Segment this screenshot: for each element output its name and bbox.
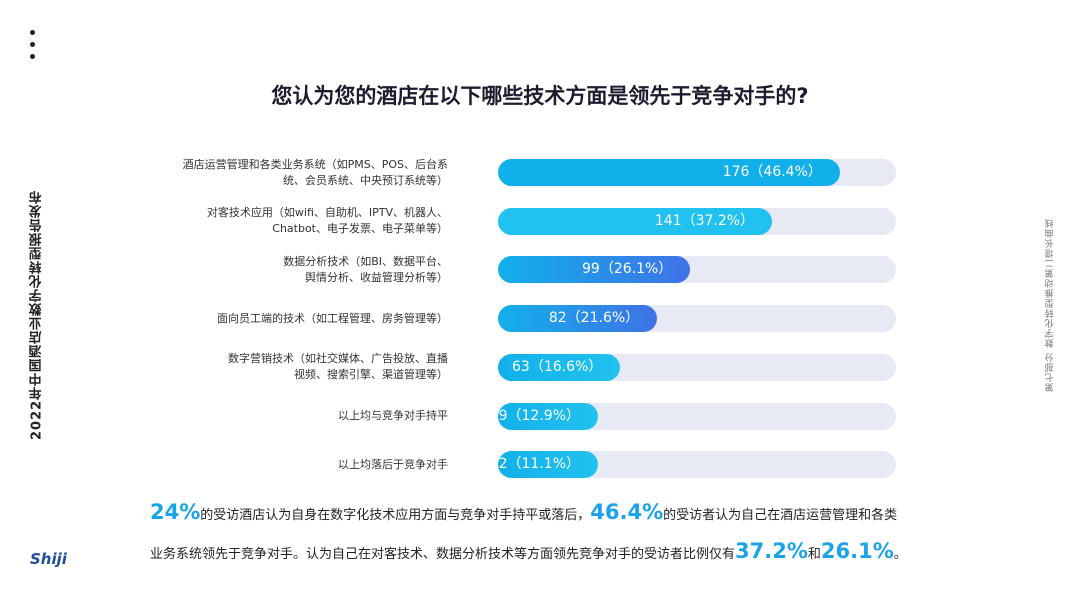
summary-line-1: 24%的受访酒店认为自身在数字化技术应用方面与竞争对手持平或落后，46.4%的受… [150, 500, 950, 524]
bar-track: 176（46.4%） [498, 159, 896, 186]
category-label: 对客技术应用（如wifi、自助机、IPTV、机器人、 Chatbot、电子发票、电… [160, 205, 448, 237]
category-label-line: 面向员工端的技术（如工程管理、房务管理等） [217, 311, 448, 325]
bar: 82（21.6%） [498, 305, 658, 333]
bar-track: 99（26.1%） [498, 256, 896, 284]
bar-value-label: 141（37.2%） [654, 212, 755, 229]
bar-value-label: 176（46.4%） [722, 164, 822, 180]
bar-value-label: 63（16.6%） [512, 358, 603, 375]
bar: 141（37.2%） [498, 207, 773, 235]
dot [30, 42, 35, 47]
category-label-line: 数字营销技术（如社交媒体、广告投放、直播 [228, 352, 448, 366]
summary-text: 。 [893, 547, 907, 562]
category-label-line: 统、会员系统、中央预订系统等） [283, 173, 448, 187]
bar: 63（16.6%） [498, 353, 621, 381]
category-label: 以上均与竞争对手持平 [160, 408, 448, 424]
summary-highlight: 37.2% [735, 539, 808, 563]
bar-value-label: 49（12.9%） [489, 407, 580, 424]
chart-title: 您认为您的酒店在以下哪些技术方面是领先于竞争对手的? [271, 84, 809, 108]
dot [30, 30, 35, 35]
menu-dots-icon[interactable] [30, 30, 40, 66]
bar-value-label: 99（26.1%） [582, 261, 673, 278]
bar-value-label: 82（21.6%） [548, 310, 640, 327]
category-label-line: 以上均落后于竞争对手 [338, 457, 448, 471]
category-label: 以上均落后于竞争对手 [160, 457, 448, 473]
category-label: 面向员工端的技术（如工程管理、房务管理等） [160, 311, 448, 327]
bar-value-label: 42（11.1%） [489, 456, 580, 473]
summary-text: 和 [807, 547, 821, 562]
summary-line-2: 业务系统领先于竞争对手。认为自己在对客技术、数据分析技术等方面领先竞争对手的受访… [150, 539, 950, 563]
shiji-logo: Shiji [30, 550, 67, 568]
bar-track: 141（37.2%） [498, 207, 896, 235]
bar: 176（46.4%） [498, 159, 840, 186]
dot [30, 54, 35, 59]
category-label-line: 数据分析技术（如BI、数据平台、 [283, 254, 448, 268]
category-label-line: 以上均与竞争对手持平 [338, 409, 448, 422]
category-label-line: 视频、搜索引擎、渠道管理等） [294, 368, 448, 382]
category-label: 数字营销技术（如社交媒体、广告投放、直播视频、搜索引擎、渠道管理等） [160, 351, 448, 383]
bar-track: 49（12.9%） [490, 402, 896, 430]
bar: 42（11.1%） [490, 451, 598, 479]
summary-highlight: 24% [150, 500, 201, 524]
bar-track: 42（11.1%） [490, 451, 896, 479]
summary-text: 的受访酒店认为自身在数字化技术应用方面与竞争对手持平或落后， [200, 508, 591, 523]
category-label-line: 舆情分析、收益管理分析等） [305, 270, 448, 284]
category-label-line: 酒店运营管理和各类业务系统（如PMS、POS、后台系 [182, 157, 448, 171]
summary-text: 业务系统领先于竞争对手。认为自己在对客技术、数据分析技术等方面领先竞争对手的受访… [150, 547, 736, 562]
summary-text: 的受访者认为自己在酒店运营管理和各类 [663, 508, 898, 523]
bar: 49（12.9%） [490, 402, 598, 430]
category-label-line: Chatbot、电子发票、电子菜单等） [272, 222, 448, 236]
category-label: 数据分析技术（如BI、数据平台、舆情分析、收益管理分析等） [160, 254, 448, 286]
summary-highlight: 26.1% [820, 539, 894, 563]
bar: 99（26.1%） [498, 256, 691, 284]
bar-track: 82（21.6%） [498, 305, 896, 333]
bar-track: 63（16.6%） [498, 353, 896, 381]
category-label-line: 对客技术应用（如wifi、自助机、IPTV、机器人、 [206, 206, 448, 220]
category-label: 酒店运营管理和各类业务系统（如PMS、POS、后台系统、会员系统、中央预订系统等… [160, 157, 448, 189]
summary-highlight: 46.4% [590, 500, 664, 524]
